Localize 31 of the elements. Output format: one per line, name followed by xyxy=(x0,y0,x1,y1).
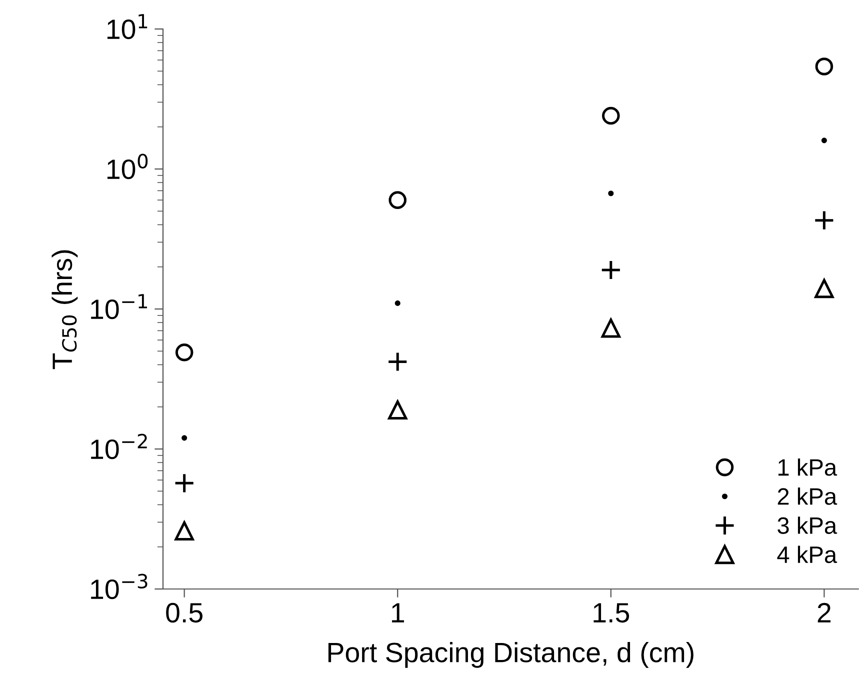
point xyxy=(814,210,834,231)
x-tick-label: 1 xyxy=(392,603,404,622)
legend-label: 3 kPa xyxy=(778,516,838,534)
x-tick-label: 1.5 xyxy=(594,603,630,623)
legend-label: 1 kPa xyxy=(778,458,838,476)
y-tick-label: 10$^{−3}$ xyxy=(91,574,148,600)
x-axis-title: Port Spacing Distance, d (cm) xyxy=(328,642,694,668)
x-tick-label: 0.5 xyxy=(166,602,202,623)
point xyxy=(601,318,620,338)
point xyxy=(608,190,614,196)
point xyxy=(175,343,194,362)
point xyxy=(394,300,400,306)
point xyxy=(388,400,408,420)
point xyxy=(814,278,834,298)
point xyxy=(387,351,408,372)
point xyxy=(815,58,834,76)
point xyxy=(174,521,194,540)
y-tick-label: 10$^{0}$ xyxy=(107,154,148,180)
point xyxy=(821,138,827,144)
y-tick-label: 10$^{1}$ xyxy=(107,14,148,40)
point xyxy=(174,472,195,494)
point xyxy=(388,191,406,209)
legend-label: 4 kPa xyxy=(777,546,838,564)
point xyxy=(182,435,188,441)
point xyxy=(600,260,622,280)
y-axis-title: T$_{C50}$ (hrs) xyxy=(52,250,78,370)
y-tick-label: 10$^{−2}$ xyxy=(91,434,147,460)
x-tick-label: 2 xyxy=(818,602,831,622)
legend-label: 2 kPa xyxy=(778,488,838,505)
point xyxy=(602,106,620,125)
y-tick-label: 10$^{−1}$ xyxy=(91,294,148,320)
